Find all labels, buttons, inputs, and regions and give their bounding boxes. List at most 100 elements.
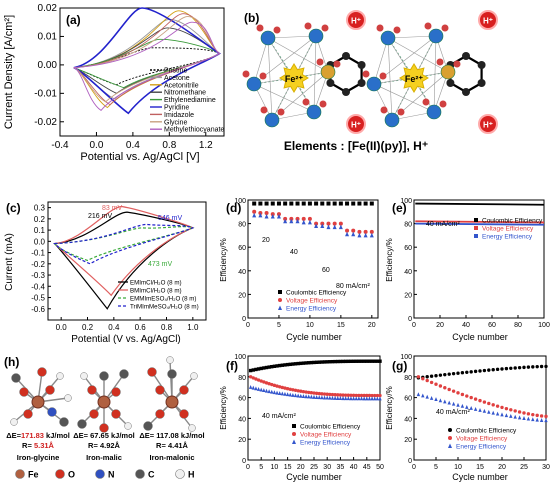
binding-energy-label: ΔE= 117.08 kJ/mol (139, 431, 204, 440)
legend-label-a: Nitromethane (164, 90, 206, 97)
data-point (474, 218, 478, 222)
data-point (343, 396, 348, 401)
data-point (349, 359, 353, 364)
data-point (469, 370, 473, 374)
data-point (309, 394, 314, 399)
data-point (299, 361, 303, 366)
efficiency-chart-f: (f) 0 20 40 60 80 100 0 5 10 15 20 25 30 35 40 45 50 40 m… (219, 354, 384, 482)
data-point (326, 221, 331, 226)
data-point (254, 367, 258, 372)
data-point (291, 392, 295, 397)
y-tick-label: 80 (404, 375, 412, 382)
atom (119, 369, 129, 379)
atom (19, 387, 29, 397)
ligand-atom (384, 112, 400, 128)
data-point (267, 382, 271, 386)
carbon-atom (462, 88, 470, 96)
data-point (301, 219, 306, 225)
y-tick-label: 40 (238, 416, 246, 423)
y-tick-label: 20 (404, 292, 412, 299)
data-point (248, 375, 253, 379)
radius-label: R= 5.31Å (22, 441, 54, 450)
data-point (278, 290, 282, 294)
data-point (280, 391, 285, 396)
efficiency-chart-g: (g) 0 20 40 60 80 100 0 5 10 15 20 25 30 40 mA/cm² Cou… (385, 354, 550, 482)
x-tick-label: 0 (412, 464, 416, 471)
atom (99, 423, 109, 433)
data-point (517, 410, 522, 414)
binding-energy-label: ΔE=171.83 kJ/mol (6, 431, 70, 440)
y-tick-label: 100 (234, 198, 246, 205)
data-point (332, 224, 337, 230)
hydrogen-atom (441, 24, 449, 32)
data-point (526, 412, 531, 416)
data-point (304, 394, 308, 399)
legend-label: Energy Efficiency (286, 306, 337, 313)
data-point (448, 428, 452, 432)
current-density-label: 40 mA/cm² (262, 413, 297, 420)
data-point (292, 432, 296, 436)
fe-center (399, 63, 429, 93)
cv-curve-a (73, 21, 221, 111)
ligand-atom (260, 30, 276, 46)
data-point (295, 201, 300, 206)
y-tick-label-a: 0.01 (38, 31, 58, 42)
octahedron-edge (267, 35, 317, 39)
atom (59, 417, 69, 427)
data-point (416, 392, 421, 397)
data-point (345, 228, 350, 233)
data-point (460, 403, 465, 408)
x-tick-label: 80 (514, 322, 522, 329)
data-point (513, 366, 517, 370)
carbon-atom (342, 52, 350, 60)
data-point (328, 392, 332, 397)
atom-legend-label: Fe (28, 470, 39, 480)
legend-label: Voltage Efficiency (456, 436, 508, 443)
legend-label: Energy Efficiency (482, 234, 533, 241)
data-point (362, 359, 366, 363)
y-tick-label: 20 (238, 292, 246, 299)
data-point (363, 232, 368, 238)
series-line (415, 220, 545, 224)
x-tick-label: 45 (363, 464, 371, 471)
data-point (307, 390, 311, 395)
atom (23, 409, 33, 419)
panel-d: (d) 0 20 40 60 80 100 0 5 10 15 20 20 40 60 80 mA/cm² C… (218, 194, 382, 344)
data-point (495, 411, 500, 416)
data-point (338, 221, 343, 226)
atom-legend-label: O (68, 470, 75, 480)
y-tick-label: 60 (404, 396, 412, 403)
carbon-atom (462, 52, 470, 60)
hydrogen-atom (319, 100, 327, 108)
carbon-atom (446, 79, 455, 87)
data-point (338, 224, 343, 230)
data-point (354, 396, 358, 401)
proton-icon (478, 114, 498, 134)
data-point (328, 395, 332, 400)
y-tick-label: 100 (400, 354, 412, 361)
data-point (289, 218, 294, 224)
hydrogen-atom (380, 106, 388, 114)
atom (155, 409, 165, 419)
data-point (258, 201, 263, 206)
y-axis-label-e: Efficiency/% (385, 238, 394, 281)
legend-label-c: EMMImESO₄/H₂O (8 m) (130, 296, 196, 303)
hydrogen-atom (259, 72, 267, 80)
y-tick-label-c: -0.4 (31, 282, 45, 291)
data-point (259, 387, 263, 392)
data-point (349, 393, 353, 398)
data-point (320, 360, 324, 364)
x-tick-label: 5 (277, 322, 281, 329)
data-point (272, 364, 277, 368)
x-tick-label-c: 0.0 (56, 323, 68, 332)
data-point (307, 219, 312, 225)
current-density-label: 40 (290, 249, 298, 256)
data-point (495, 404, 500, 408)
atom (179, 385, 189, 395)
data-point (351, 393, 356, 398)
fe-label: Fe²⁺ (285, 74, 304, 84)
data-point (363, 201, 368, 206)
panel-a-label: (a) (66, 13, 81, 27)
data-point (264, 381, 269, 385)
data-point (448, 443, 452, 448)
